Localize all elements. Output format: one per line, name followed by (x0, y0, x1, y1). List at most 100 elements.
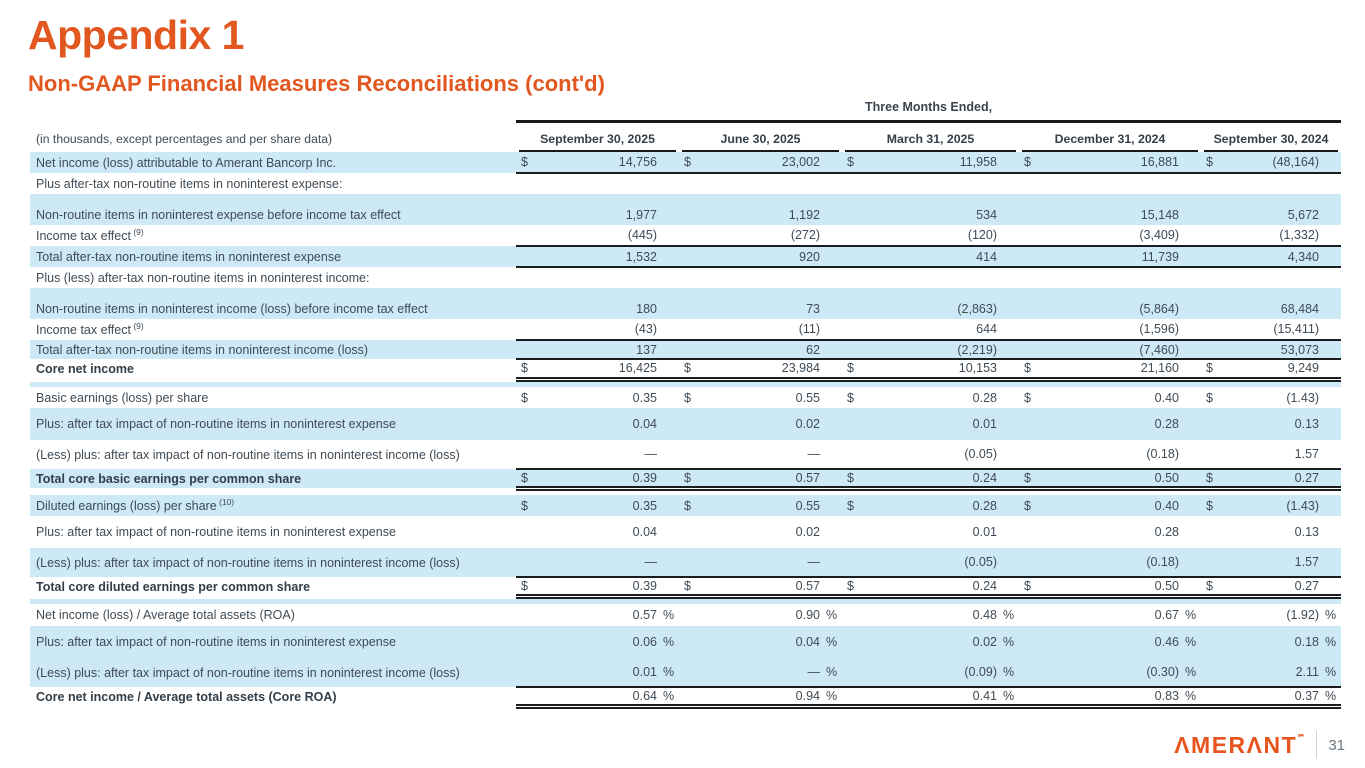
currency-symbol-cell (1019, 516, 1045, 548)
suffix-cell (997, 548, 1019, 578)
value-cell: 2.11 (1227, 658, 1319, 688)
spacer-row (30, 488, 1342, 495)
value-cell: (0.09) (868, 658, 997, 688)
column-header-2: March 31, 2025 (842, 121, 1019, 152)
spacer-row (30, 596, 1342, 604)
suffix-cell: % (1179, 658, 1201, 688)
suffix-cell (997, 469, 1019, 491)
spacer-row (30, 194, 1342, 204)
currency-symbol-cell (516, 626, 542, 658)
page-subtitle: Non-GAAP Financial Measures Reconciliati… (28, 71, 605, 96)
currency-symbol-cell: $ (516, 152, 542, 174)
suffix-cell (997, 173, 1019, 194)
footnote-ref: (9) (130, 320, 144, 331)
suffix-cell: % (997, 658, 1019, 688)
currency-symbol-cell (842, 408, 868, 440)
suffix-cell: % (1179, 687, 1201, 709)
value-cell: 0.35 (542, 495, 657, 516)
currency-symbol-cell (1019, 687, 1045, 709)
value-cell: 73 (705, 298, 820, 319)
value-cell: (1.43) (1227, 495, 1319, 516)
value-cell: 1.57 (1227, 440, 1319, 470)
suffix-cell (657, 577, 679, 599)
table-row: Total core basic earnings per common sha… (30, 469, 1342, 491)
row-label: (Less) plus: after tax impact of non-rou… (30, 548, 516, 577)
value-cell: 0.57 (705, 577, 820, 599)
currency-symbol-cell: $ (1019, 577, 1045, 599)
value-cell: 0.01 (868, 408, 997, 440)
value-cell (542, 173, 657, 194)
value-cell: 11,958 (868, 152, 997, 174)
currency-symbol-cell (842, 658, 868, 688)
value-cell: (120) (868, 225, 997, 247)
suffix-cell (1179, 495, 1201, 516)
suffix-cell (657, 173, 679, 194)
header-spacer-cell (30, 98, 516, 121)
currency-symbol-cell (516, 298, 542, 319)
footnote-ref: (10) (216, 496, 235, 507)
currency-symbol-cell (516, 173, 542, 194)
row-label: (Less) plus: after tax impact of non-rou… (30, 440, 516, 469)
suffix-cell (1319, 204, 1342, 225)
currency-symbol-cell (679, 548, 705, 578)
suffix-cell: % (820, 658, 842, 688)
row-label: Net income (loss) / Average total assets… (30, 604, 516, 626)
currency-symbol-cell: $ (516, 387, 542, 408)
value-cell: — (705, 548, 820, 578)
row-label: Total core diluted earnings per common s… (30, 577, 516, 596)
suffix-cell: % (1319, 626, 1342, 658)
value-cell: 0.01 (868, 516, 997, 548)
suffix-cell (1179, 319, 1201, 341)
suffix-cell: % (657, 658, 679, 688)
currency-symbol-cell (1019, 340, 1045, 360)
spacer-cell (30, 596, 1342, 604)
currency-symbol-cell: $ (842, 469, 868, 491)
reconciliation-table-wrap: Three Months Ended, (in thousands, excep… (30, 98, 1342, 709)
suffix-cell (1319, 469, 1342, 491)
row-label: Diluted earnings (loss) per share (10) (30, 495, 516, 516)
currency-symbol-cell (679, 658, 705, 688)
currency-symbol-cell (1201, 408, 1227, 440)
row-label: Core net income / Average total assets (… (30, 687, 516, 706)
currency-symbol-cell (679, 340, 705, 360)
currency-symbol-cell (679, 440, 705, 470)
suffix-cell: % (820, 604, 842, 626)
currency-symbol-cell (1201, 298, 1227, 319)
value-cell: — (542, 440, 657, 470)
value-cell: (48,164) (1227, 152, 1319, 174)
table-row: Plus: after tax impact of non-routine it… (30, 408, 1342, 440)
currency-symbol-cell (1019, 267, 1045, 288)
suffix-cell (1319, 152, 1342, 174)
value-cell: 1.57 (1227, 548, 1319, 578)
suffix-cell (1179, 298, 1201, 319)
currency-symbol-cell (842, 267, 868, 288)
value-cell: (11) (705, 319, 820, 341)
value-cell: 920 (705, 246, 820, 268)
suffix-cell (657, 225, 679, 247)
suffix-cell (657, 469, 679, 491)
suffix-cell (1179, 225, 1201, 247)
table-row: Income tax effect (9) (43) (11) 644 (1,596) (… (30, 319, 1342, 341)
value-cell: (0.18) (1045, 548, 1179, 578)
suffix-cell (820, 319, 842, 341)
value-cell (1045, 173, 1179, 194)
currency-symbol-cell: $ (679, 359, 705, 382)
value-cell: 0.18 (1227, 626, 1319, 658)
currency-symbol-cell (1019, 548, 1045, 578)
suffix-cell: % (1319, 604, 1342, 626)
value-cell: 23,984 (705, 359, 820, 382)
suffix-cell (1319, 173, 1342, 194)
value-cell (1045, 267, 1179, 288)
value-cell: 14,756 (542, 152, 657, 174)
suffix-cell: % (657, 626, 679, 658)
currency-symbol-cell (1019, 440, 1045, 470)
suffix-cell: % (1319, 658, 1342, 688)
value-cell: 0.40 (1045, 495, 1179, 516)
currency-symbol-cell (1019, 319, 1045, 341)
suffix-cell: % (820, 687, 842, 709)
row-label: Non-routine items in noninterest expense… (30, 204, 516, 225)
suffix-cell: % (1179, 604, 1201, 626)
suffix-cell (1319, 359, 1342, 382)
suffix-cell: % (1319, 687, 1342, 709)
currency-symbol-cell (516, 225, 542, 247)
